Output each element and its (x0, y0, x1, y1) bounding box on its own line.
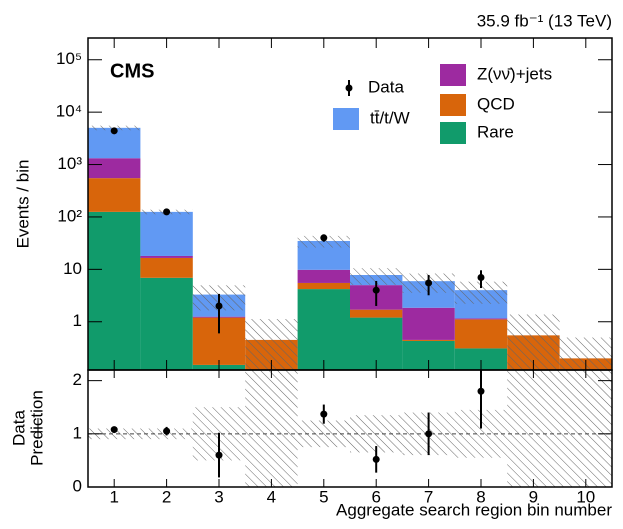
y-tick-label: 1 (73, 311, 82, 330)
stack-segment (88, 158, 141, 179)
uncertainty-band (297, 235, 350, 248)
stack-segment (140, 255, 193, 258)
y-tick-label: 10⁴ (56, 102, 82, 121)
legend-label: Z(νν̄)+jets (477, 64, 552, 83)
ratio-point (215, 451, 223, 459)
ratio-label: Prediction (27, 390, 46, 466)
ratio-point (425, 430, 433, 438)
stack-segment (454, 348, 508, 370)
x-tick-label: 10 (576, 487, 595, 506)
y-tick-label: 10³ (57, 154, 82, 173)
ratio-uncertainty-band (559, 370, 612, 487)
legend-label: Rare (477, 122, 514, 141)
data-point (110, 127, 118, 135)
ratio-point (477, 387, 485, 395)
x-tick-label: 9 (529, 487, 538, 506)
legend-swatch (440, 64, 466, 86)
stack-segment (350, 309, 403, 318)
stack-segment (454, 319, 508, 349)
data-point (477, 273, 485, 281)
lumi-label: 35.9 fb⁻¹ (13 TeV) (477, 11, 612, 30)
stack-segment (297, 289, 350, 370)
y-tick-label: 10 (63, 259, 82, 278)
x-tick-label: 3 (214, 487, 223, 506)
ratio-plot (88, 370, 612, 487)
y-axis-label: Events / bin (13, 160, 32, 249)
x-tick-label: 4 (267, 487, 276, 506)
legend-label: QCD (477, 94, 515, 113)
legend-swatch (440, 122, 466, 144)
stack-segment (140, 257, 193, 278)
y-tick-label: 10² (57, 206, 82, 225)
ratio-point (110, 426, 118, 434)
legend-swatch (333, 108, 359, 130)
stack-segment (297, 269, 350, 283)
ratio-uncertainty-band (507, 370, 560, 487)
ratio-frame (87, 369, 613, 488)
stack-segment (454, 318, 508, 320)
ratio-uncertainty-band (88, 428, 141, 440)
data-point (372, 286, 380, 294)
stack-segment (402, 339, 455, 341)
x-tick-label: 2 (162, 487, 171, 506)
x-tick-label: 5 (319, 487, 328, 506)
uncertainty-band (350, 268, 403, 285)
data-point (215, 302, 223, 310)
ratio-uncertainty-band (245, 370, 298, 487)
x-tick-label: 6 (371, 487, 380, 506)
x-axis-label: Aggregate search region bin number (336, 500, 612, 519)
ratio-y-tick-label: 2 (73, 370, 82, 389)
legend-marker (345, 84, 353, 92)
x-tick-label: 1 (109, 487, 118, 506)
ratio-point (320, 410, 328, 418)
x-tick-label: 7 (424, 487, 433, 506)
x-tick-label: 8 (476, 487, 485, 506)
stack-segment (88, 211, 141, 370)
data-point (320, 234, 328, 242)
uncertainty-band (454, 281, 508, 304)
data-point (425, 279, 433, 287)
legend-label: Data (368, 77, 404, 96)
stack-segment (140, 211, 193, 256)
upper-plot (88, 125, 612, 370)
stack-segment (297, 282, 350, 290)
legend-swatch (440, 94, 466, 116)
stack-segment (88, 178, 141, 212)
ratio-label: Data (9, 410, 28, 446)
y-tick-label: 10⁵ (56, 49, 82, 68)
ratio-y-tick-label: 0 (73, 476, 82, 495)
ratio-point (372, 455, 380, 463)
experiment-label: CMS (110, 60, 154, 82)
ratio-point (163, 427, 171, 435)
data-point (163, 208, 171, 216)
ratio-y-tick-label: 1 (73, 423, 82, 442)
stack-segment (402, 307, 455, 340)
legend-label: tt̄/t/W (370, 108, 410, 127)
stack-segment (140, 277, 193, 370)
